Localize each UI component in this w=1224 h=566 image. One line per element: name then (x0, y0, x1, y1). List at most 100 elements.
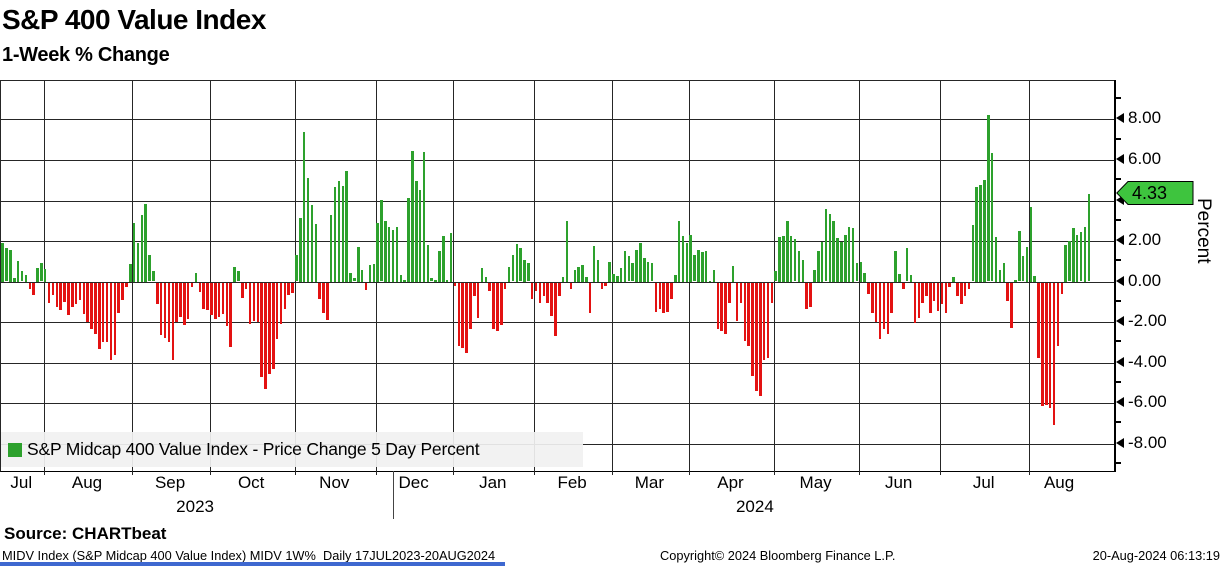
bar (534, 282, 538, 291)
bar (442, 236, 445, 282)
bar (1083, 226, 1087, 282)
bar (357, 246, 360, 282)
y-tick-minor (1116, 299, 1121, 302)
bar (291, 282, 294, 293)
bar (743, 282, 747, 342)
bar (905, 248, 909, 282)
y-tick-label: 8.00 (1128, 108, 1162, 128)
gridline-h (1, 403, 1116, 405)
bar (434, 279, 437, 282)
bar (967, 282, 971, 290)
bar (1037, 282, 1040, 358)
bar (349, 273, 352, 282)
gridline-h (1, 281, 1116, 283)
bar (492, 282, 495, 330)
bar (1087, 193, 1091, 282)
bar (333, 187, 337, 282)
bar (631, 263, 634, 282)
bar (1045, 282, 1048, 405)
bar (403, 280, 406, 282)
gridline-month (534, 81, 536, 475)
bar (260, 282, 263, 378)
bar (125, 282, 128, 288)
y-tick-minor (1116, 259, 1121, 262)
chart-legend: S&P Midcap 400 Value Index - Price Chang… (1, 432, 583, 467)
year-label: 2024 (735, 497, 774, 516)
bar (538, 282, 542, 303)
bar (148, 255, 151, 282)
bar (990, 152, 994, 282)
bar (163, 282, 167, 339)
bar (121, 282, 124, 301)
bar (701, 252, 704, 282)
bar (511, 254, 515, 282)
bar (430, 278, 433, 282)
bar (902, 282, 905, 289)
y-tick-arrow (1116, 154, 1124, 164)
bar (426, 244, 430, 282)
footer-source: Source: CHARTbeat (4, 524, 167, 543)
bar (994, 237, 998, 282)
bar (600, 282, 604, 289)
bar (418, 189, 422, 282)
bar (813, 269, 816, 282)
bar (527, 263, 530, 282)
bar (828, 214, 832, 282)
legend-label: S&P Midcap 400 Value Index - Price Chang… (27, 439, 480, 459)
month-label: Mar (634, 473, 665, 492)
bar (183, 282, 186, 326)
bar (890, 282, 893, 313)
bar (47, 282, 51, 303)
bar (302, 131, 306, 282)
y-tick-minor (1116, 340, 1121, 343)
bar (105, 282, 109, 343)
bar (445, 279, 449, 282)
bar (1060, 282, 1064, 295)
bar (759, 282, 762, 397)
bar (1068, 240, 1071, 282)
y-tick-label: -6.00 (1128, 392, 1167, 412)
bar (832, 221, 835, 282)
bar (952, 276, 955, 282)
month-label: Jul (10, 473, 33, 492)
bar (975, 187, 978, 282)
y-tick-minor (1116, 421, 1121, 424)
bar (5, 248, 8, 282)
bar (940, 282, 944, 305)
bar (395, 226, 399, 282)
y-tick-label: 0.00 (1128, 270, 1162, 290)
month-label: May (799, 473, 832, 492)
bar (1075, 235, 1079, 282)
bar (113, 282, 117, 356)
bar (159, 282, 163, 336)
bar (1064, 244, 1067, 282)
bar (666, 282, 669, 312)
month-label: Sep (154, 473, 186, 492)
bar (36, 268, 39, 282)
bar (457, 282, 461, 346)
bar (399, 274, 403, 282)
bar (318, 282, 321, 300)
bar (144, 203, 147, 282)
gridline-h (1, 322, 1116, 324)
bar (677, 220, 681, 282)
bar (863, 273, 866, 282)
bar (871, 282, 874, 313)
bar (530, 282, 534, 300)
bar (716, 282, 720, 330)
gridline-h (1, 362, 1116, 364)
bar (619, 268, 623, 282)
bar (337, 180, 341, 282)
bar (237, 271, 240, 282)
bar (558, 282, 561, 296)
bar (140, 214, 144, 282)
bar (279, 282, 283, 325)
footer-timestamp: 20-Aug-2024 06:13:19 (1092, 548, 1220, 563)
bar (1002, 262, 1006, 282)
bar (109, 282, 113, 361)
bar (438, 251, 441, 282)
bar (272, 282, 275, 369)
bar (797, 251, 801, 282)
month-label: Dec (398, 473, 429, 492)
bar (604, 282, 607, 286)
